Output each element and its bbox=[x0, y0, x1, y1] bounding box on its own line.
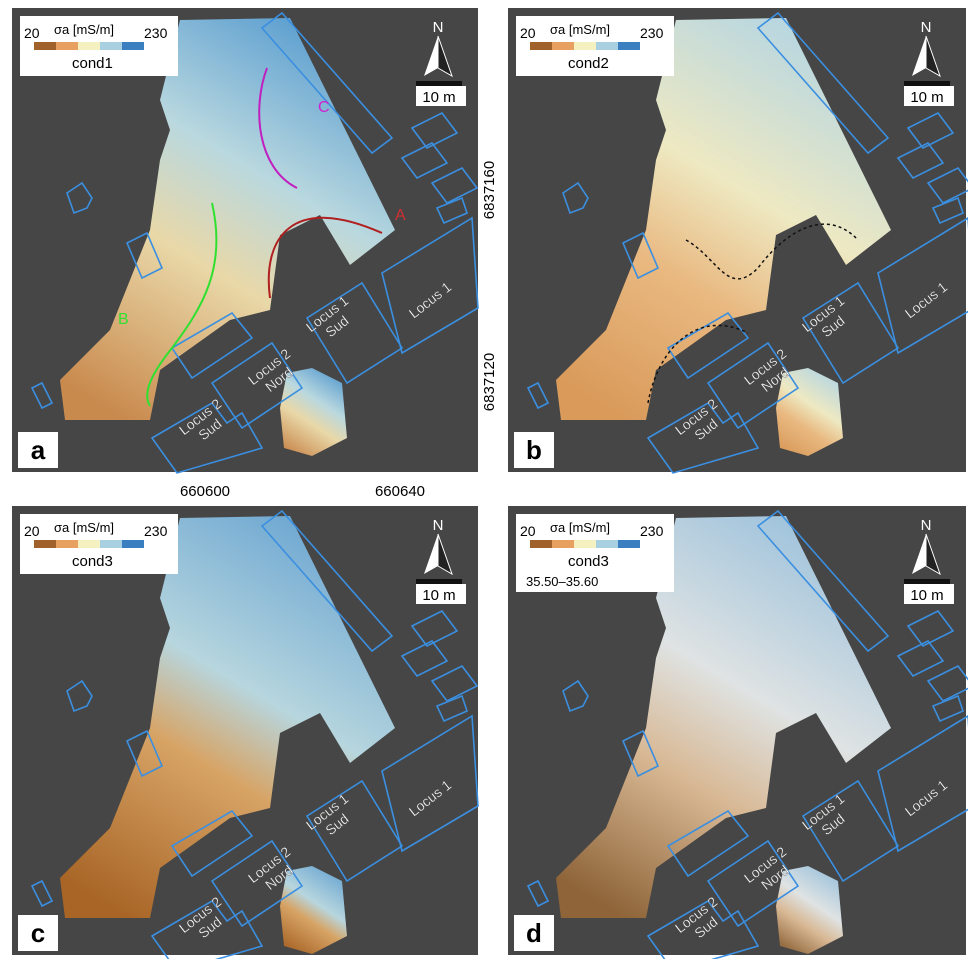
legend-swatch bbox=[78, 42, 100, 50]
x-coordinate-label: 660600 bbox=[180, 483, 230, 500]
legend-variable: cond3 bbox=[568, 553, 609, 570]
scale-label: 10 m bbox=[910, 587, 943, 604]
legend-swatch bbox=[618, 42, 640, 50]
x-coordinate-label: 660640 bbox=[375, 483, 425, 500]
map-panel: Locus 2SudLocus 2NordLocus 1SudLocus 120… bbox=[508, 506, 968, 959]
scale-label: 10 m bbox=[910, 89, 943, 106]
anomaly-label: C bbox=[318, 99, 330, 116]
legend-swatch bbox=[574, 42, 596, 50]
legend-variable: cond1 bbox=[72, 55, 113, 72]
legend-min: 20 bbox=[24, 523, 40, 539]
legend-swatch bbox=[100, 540, 122, 548]
survey-area bbox=[280, 866, 347, 954]
panel-letter: b bbox=[526, 435, 542, 465]
scale-label: 10 m bbox=[422, 89, 455, 106]
north-label: N bbox=[921, 517, 932, 534]
legend-min: 20 bbox=[24, 25, 40, 41]
survey-area bbox=[776, 866, 843, 954]
y-coordinate-label: 6837120 bbox=[481, 353, 498, 411]
scale-label: 10 m bbox=[422, 587, 455, 604]
legend-swatch bbox=[122, 540, 144, 548]
legend-title: σa [mS/m] bbox=[550, 520, 610, 535]
map-panel: Locus 2SudLocus 2NordLocus 1SudLocus 120… bbox=[12, 8, 478, 473]
legend-swatch bbox=[552, 540, 574, 548]
anomaly-label: B bbox=[118, 311, 129, 328]
anomaly-label: A bbox=[395, 207, 406, 224]
legend-swatch bbox=[552, 42, 574, 50]
legend-subtitle: 35.50–35.60 bbox=[526, 574, 598, 589]
legend-swatch bbox=[34, 42, 56, 50]
survey-area bbox=[776, 368, 843, 456]
legend-title: σa [mS/m] bbox=[54, 520, 114, 535]
figure: Locus 2SudLocus 2NordLocus 1SudLocus 120… bbox=[0, 0, 968, 959]
legend-min: 20 bbox=[520, 25, 536, 41]
legend-title: σa [mS/m] bbox=[550, 22, 610, 37]
legend-swatch bbox=[618, 540, 640, 548]
legend-swatch bbox=[122, 42, 144, 50]
legend: 20 σa [mS/m] 230 cond2 bbox=[516, 16, 674, 76]
north-label: N bbox=[433, 517, 444, 534]
legend-min: 20 bbox=[520, 523, 536, 539]
legend-variable: cond3 bbox=[72, 553, 113, 570]
panel-letter: d bbox=[526, 918, 542, 948]
legend: 20 σa [mS/m] 230 cond1 bbox=[20, 16, 178, 76]
legend-title: σa [mS/m] bbox=[54, 22, 114, 37]
legend-max: 230 bbox=[144, 25, 168, 41]
legend-swatch bbox=[596, 540, 618, 548]
legend-max: 230 bbox=[640, 523, 664, 539]
scale-bar bbox=[416, 81, 462, 86]
legend-swatch bbox=[100, 42, 122, 50]
legend-swatch bbox=[34, 540, 56, 548]
legend-swatch bbox=[596, 42, 618, 50]
legend: 20 σa [mS/m] 230 cond3 35.50–35.60 bbox=[516, 514, 674, 592]
scale-bar bbox=[904, 81, 950, 86]
legend-swatch bbox=[530, 42, 552, 50]
y-coordinate-label: 6837160 bbox=[481, 161, 498, 219]
legend-swatch bbox=[56, 540, 78, 548]
north-label: N bbox=[433, 19, 444, 36]
legend-swatch bbox=[530, 540, 552, 548]
map-panel: Locus 2SudLocus 2NordLocus 1SudLocus 120… bbox=[12, 506, 478, 959]
legend-swatch bbox=[56, 42, 78, 50]
legend-swatch bbox=[78, 540, 100, 548]
scale-bar bbox=[904, 579, 950, 584]
scale-bar bbox=[416, 579, 462, 584]
legend: 20 σa [mS/m] 230 cond3 bbox=[20, 514, 178, 574]
legend-swatch bbox=[574, 540, 596, 548]
panel-letter: c bbox=[31, 918, 45, 948]
legend-variable: cond2 bbox=[568, 55, 609, 72]
legend-max: 230 bbox=[640, 25, 664, 41]
north-label: N bbox=[921, 19, 932, 36]
panel-letter: a bbox=[31, 435, 46, 465]
legend-max: 230 bbox=[144, 523, 168, 539]
survey-area bbox=[280, 368, 347, 456]
